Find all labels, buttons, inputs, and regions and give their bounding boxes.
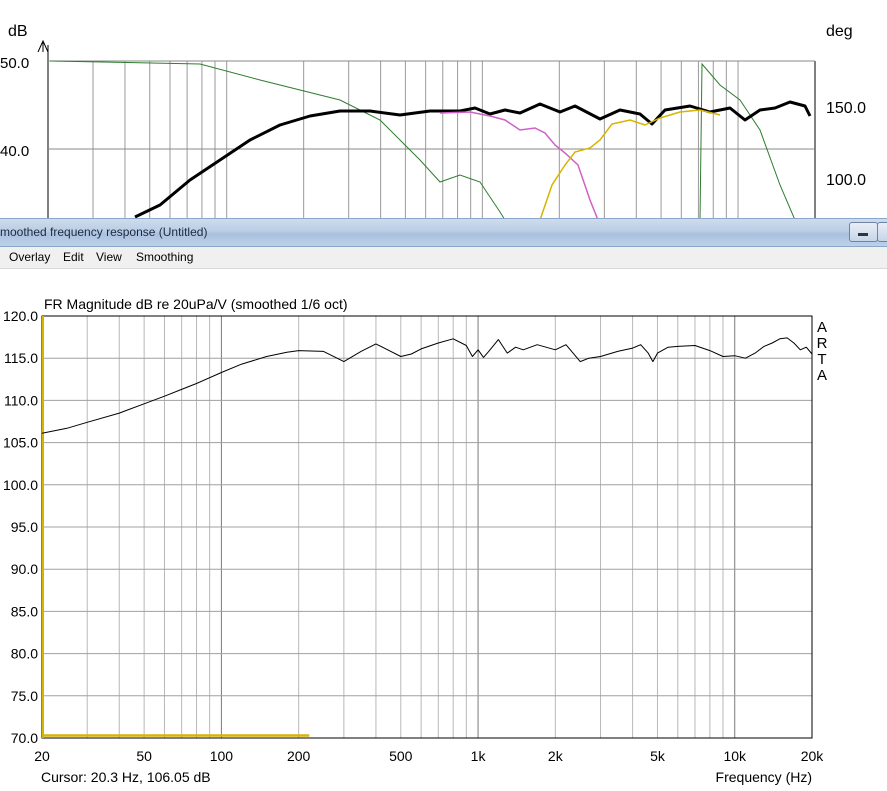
bg-woofer-curve — [439, 111, 599, 220]
x-tick-label: 50 — [136, 748, 152, 764]
minimize-button[interactable] — [849, 222, 878, 242]
y-tick-label: 110.0 — [4, 392, 38, 408]
bg-magnitude-curve — [134, 100, 812, 219]
bg-right-tick: 150.0 — [826, 100, 866, 117]
y-tick-label: 95.0 — [11, 519, 38, 535]
background-window: dB deg 50.0 40.0 150.0 100.0 — [0, 0, 887, 220]
brand-letter: T — [817, 351, 826, 368]
x-axis-label: Frequency (Hz) — [716, 769, 812, 785]
bg-left-tick: 50.0 — [0, 55, 29, 72]
grid-lines — [41, 315, 813, 739]
bg-left-tick: 40.0 — [0, 143, 29, 160]
y-tick-label: 120.0 — [3, 308, 38, 324]
bg-phase-curve — [49, 60, 506, 220]
x-tick-label: 2k — [548, 748, 564, 764]
maximize-button[interactable] — [877, 222, 887, 242]
y-tick-label: 105.0 — [3, 435, 38, 451]
bg-left-axis-label: dB — [8, 23, 28, 40]
magnitude-line — [41, 337, 813, 434]
background-plot: dB deg 50.0 40.0 150.0 100.0 — [0, 23, 866, 220]
frequency-response-chart: FR Magnitude dB re 20uPa/V (smoothed 1/6… — [3, 296, 828, 785]
x-tick-label: 20k — [801, 748, 825, 764]
x-tick-label: 10k — [723, 748, 747, 764]
y-tick-label: 85.0 — [11, 603, 38, 619]
menu-bar: Overlay Edit View Smoothing — [0, 247, 887, 269]
menu-view[interactable]: View — [96, 250, 122, 264]
x-tick-label: 200 — [287, 748, 311, 764]
brand-letter: R — [817, 335, 828, 352]
y-tick-label: 100.0 — [3, 477, 38, 493]
bg-right-axis-label: deg — [826, 23, 853, 40]
menu-edit[interactable]: Edit — [63, 250, 84, 264]
bg-phase-curve-2 — [699, 62, 796, 220]
bg-right-tick: 100.0 — [826, 172, 866, 189]
y-tick-label: 75.0 — [11, 688, 38, 704]
chart-area: FR Magnitude dB re 20uPa/V (smoothed 1/6… — [0, 270, 887, 791]
x-tick-label: 100 — [210, 748, 234, 764]
y-tick-label: 115.0 — [4, 350, 38, 366]
menu-overlay[interactable]: Overlay — [9, 250, 51, 264]
window-title: moothed frequency response (Untitled) — [0, 225, 208, 239]
brand-letter: A — [817, 367, 827, 384]
bg-tweeter-curve — [539, 109, 721, 220]
x-tick-label: 1k — [471, 748, 487, 764]
cursor-readout: Cursor: 20.3 Hz, 106.05 dB — [41, 769, 211, 785]
y-tick-label: 80.0 — [11, 646, 38, 662]
chart-title: FR Magnitude dB re 20uPa/V (smoothed 1/6… — [44, 296, 348, 312]
menu-smoothing[interactable]: Smoothing — [136, 250, 194, 264]
frequency-response-window: moothed frequency response (Untitled) Ov… — [0, 218, 887, 791]
y-tick-label: 90.0 — [11, 561, 38, 577]
x-tick-label: 5k — [650, 748, 666, 764]
y-tick-label: 70.0 — [11, 730, 38, 746]
brand-letter: A — [817, 319, 827, 336]
x-tick-label: 500 — [389, 748, 413, 764]
x-tick-label: 20 — [34, 748, 50, 764]
title-bar[interactable]: moothed frequency response (Untitled) — [0, 218, 887, 247]
